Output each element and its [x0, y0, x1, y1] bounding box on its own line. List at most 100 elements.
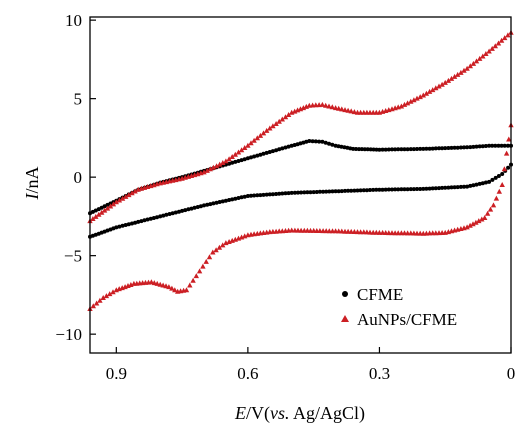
series-1-anodic-point-38 — [204, 167, 210, 173]
series-1-cathodic-point-20 — [451, 227, 458, 233]
series-0-cathodic-point-92 — [220, 199, 225, 204]
series-0-cathodic-point-39 — [386, 187, 391, 192]
series-0-cathodic-point-45 — [368, 188, 372, 192]
series-1-cathodic-point-124 — [128, 282, 134, 287]
series-0-cathodic-point-109 — [167, 212, 172, 216]
series-1-cathodic-point-129 — [113, 287, 119, 293]
series-1-anodic-point-111 — [433, 85, 439, 91]
series-0-anodic-point-56 — [261, 151, 266, 156]
series-0-anodic-point-95 — [380, 147, 385, 152]
series-0-cathodic-point-117 — [142, 218, 147, 223]
series-0-cathodic-point-38 — [390, 187, 394, 192]
series-1-cathodic-point-133 — [100, 295, 106, 300]
series-1-anodic-point-62 — [279, 116, 285, 122]
series-0-cathodic-point-107 — [173, 210, 178, 215]
series-0-cathodic-point-67 — [299, 190, 304, 195]
series-0-cathodic-point-82 — [252, 193, 257, 198]
series-1-anodic-point-127 — [483, 51, 489, 56]
series-0-cathodic-point-102 — [189, 206, 194, 211]
series-1-anodic-point-132 — [498, 37, 505, 43]
series-0-cathodic-point-94 — [214, 200, 219, 205]
series-0-anodic-point-86 — [354, 147, 358, 151]
series-1-cathodic-point-128 — [116, 286, 122, 292]
series-0-cathodic-point-97 — [205, 202, 210, 207]
series-0-anodic-point-125 — [474, 144, 479, 149]
series-0-cathodic-point-93 — [217, 200, 222, 204]
series-0-cathodic-point-40 — [383, 187, 388, 192]
series-0-cathodic-point-110 — [164, 212, 169, 217]
series-0-cathodic-point-49 — [355, 188, 360, 193]
series-1-anodic-point-107 — [420, 92, 426, 98]
series-0-cathodic-point-81 — [255, 193, 260, 198]
series-1-cathodic-point-9 — [484, 210, 491, 216]
series-1-anodic-point-122 — [467, 63, 473, 69]
series-1-cathodic-point-91 — [229, 237, 235, 243]
series-1-anodic-point-106 — [417, 94, 423, 100]
series-0-anodic-point-78 — [330, 142, 335, 147]
series-0-anodic-point-72 — [310, 139, 315, 144]
series-0-anodic-point-62 — [280, 146, 285, 151]
series-1-anodic-point-120 — [461, 67, 467, 73]
series-1-anodic-point-102 — [404, 100, 411, 106]
series-1-cathodic-point-2 — [503, 150, 510, 156]
series-1-anodic-point-114 — [442, 79, 448, 85]
series-1-anodic-point-100 — [398, 103, 405, 109]
series-0-anodic-point-76 — [323, 140, 328, 145]
series-1-anodic-point-14 — [129, 190, 135, 196]
series-1-cathodic-point-4 — [499, 182, 505, 187]
series-1-anodic-point-83 — [345, 107, 351, 113]
series-1-cathodic-point-93 — [223, 240, 229, 246]
series-0-cathodic-point-76 — [270, 192, 275, 197]
series-layer — [87, 29, 514, 311]
series-1-anodic-point-59 — [270, 123, 276, 129]
series-0-cathodic-point-11 — [474, 182, 479, 187]
series-0-cathodic-point-33 — [405, 187, 410, 192]
series-1-cathodic-point-15 — [467, 222, 473, 228]
series-0-cathodic-point-68 — [296, 190, 300, 195]
series-0-anodic-point-58 — [267, 150, 272, 154]
series-0-anodic-point-55 — [258, 152, 263, 157]
series-0-anodic-point-123 — [468, 145, 473, 150]
series-1-anodic-point-55 — [257, 132, 264, 138]
series-0-cathodic-point-85 — [242, 194, 247, 199]
series-0-cathodic-point-115 — [148, 216, 153, 221]
series-1-cathodic-point-6 — [493, 195, 500, 201]
series-1-anodic-point-76 — [323, 102, 329, 108]
series-0-anodic-point-130 — [490, 143, 495, 148]
x-axis-label: E/V(vs. Ag/AgCl) — [234, 403, 365, 424]
series-1-anodic-point-42 — [217, 161, 223, 167]
series-0-anodic-point-59 — [270, 149, 275, 154]
series-0-cathodic-point-124 — [120, 223, 125, 228]
series-1-cathodic-point-21 — [448, 228, 455, 234]
series-1-anodic-point-44 — [223, 158, 229, 164]
series-0-anodic-point-6 — [105, 202, 110, 207]
series-1-cathodic-point-8 — [487, 206, 494, 212]
series-1-anodic-point-37 — [201, 169, 207, 175]
series-0-cathodic-point-36 — [396, 187, 401, 192]
series-1-anodic-point-10 — [116, 197, 123, 203]
series-1-anodic-point-128 — [486, 48, 492, 54]
series-0-cathodic-point-64 — [308, 190, 313, 195]
series-1-anodic-point-1 — [90, 216, 96, 221]
series-0-anodic-point-49 — [239, 158, 244, 163]
series-0-anodic-point-91 — [368, 147, 373, 152]
series-1-anodic-point-125 — [477, 55, 483, 61]
series-1-cathodic-point-132 — [103, 293, 110, 299]
series-0-anodic-point-117 — [449, 145, 454, 150]
series-1-anodic-point-109 — [426, 88, 433, 94]
series-1-anodic-point-39 — [207, 166, 213, 172]
series-1-cathodic-point-86 — [245, 232, 251, 238]
series-0-anodic-point-90 — [365, 147, 370, 152]
series-0-cathodic-point-25 — [430, 186, 435, 191]
series-1-cathodic-point-14 — [470, 221, 476, 227]
series-0-cathodic-point-58 — [327, 189, 332, 194]
series-1-anodic-point-117 — [451, 73, 458, 79]
series-0-anodic-point-81 — [339, 144, 344, 149]
series-0-cathodic-point-44 — [371, 187, 376, 192]
series-1-anodic-point-79 — [332, 105, 339, 111]
series-1-cathodic-point-12 — [476, 218, 482, 224]
series-0-anodic-point-107 — [418, 146, 423, 151]
series-1-anodic-point-110 — [430, 87, 436, 93]
series-1-anodic-point-58 — [267, 125, 273, 131]
legend-item-aunps-cfme: AuNPs/CFME — [341, 310, 457, 329]
